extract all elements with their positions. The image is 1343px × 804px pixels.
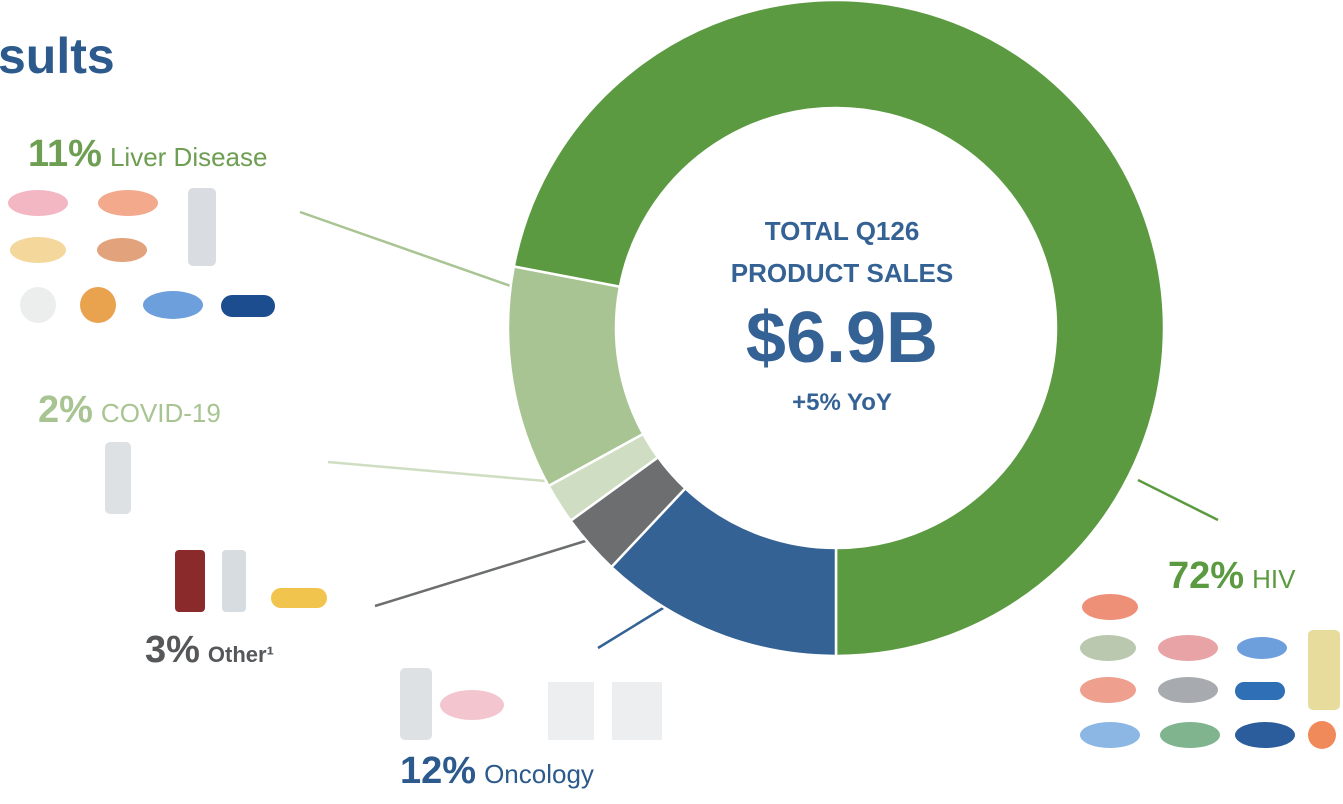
leader-line bbox=[374, 536, 596, 608]
vial bbox=[222, 550, 246, 612]
capsule bbox=[221, 295, 275, 317]
pill bbox=[10, 237, 66, 263]
slice-name: HIV bbox=[1252, 564, 1296, 594]
pouch bbox=[612, 682, 662, 740]
capsule bbox=[271, 588, 327, 608]
vial bbox=[1308, 630, 1340, 710]
pill bbox=[1237, 637, 1287, 659]
vial bbox=[105, 442, 131, 514]
slice-percent: 12% bbox=[400, 750, 476, 792]
pill bbox=[20, 287, 56, 323]
center-value: $6.9B bbox=[746, 298, 938, 378]
slice-name: COVID-19 bbox=[101, 398, 221, 428]
center-text: TOTAL Q126 PRODUCT SALES $6.9B +5% YoY bbox=[731, 216, 953, 416]
leader-line bbox=[299, 210, 523, 292]
pill bbox=[1160, 722, 1220, 748]
leader-line bbox=[327, 460, 558, 484]
slice-name: Other¹ bbox=[208, 642, 274, 667]
leader-line bbox=[1137, 478, 1219, 522]
donut-slice bbox=[609, 486, 838, 658]
pill bbox=[97, 238, 147, 262]
slice-label: 11% Liver Disease bbox=[28, 133, 267, 175]
slice-name: Oncology bbox=[484, 759, 594, 789]
pill bbox=[1158, 635, 1218, 661]
vial bbox=[400, 668, 432, 740]
leader-line bbox=[597, 603, 669, 650]
slice-name: Liver Disease bbox=[110, 142, 268, 172]
pill bbox=[1082, 594, 1138, 620]
pill bbox=[440, 690, 504, 720]
center-line: PRODUCT SALES bbox=[731, 258, 953, 288]
labels: 72% HIV 11% Liver Disease 2% COVID-19 3% Other¹… bbox=[28, 133, 1296, 792]
vial bbox=[188, 188, 216, 266]
leader-lines bbox=[299, 210, 1219, 650]
product-images bbox=[8, 188, 1340, 749]
pill bbox=[80, 287, 116, 323]
pill bbox=[1308, 721, 1336, 749]
slice-label: 12% Oncology bbox=[400, 750, 594, 792]
pill bbox=[1080, 722, 1140, 748]
donut-slice bbox=[512, 0, 1166, 658]
slice-percent: 3% bbox=[145, 629, 200, 671]
pill bbox=[98, 190, 158, 216]
pill bbox=[143, 291, 203, 319]
pill bbox=[1080, 677, 1136, 703]
pill bbox=[8, 190, 68, 216]
donut bbox=[506, 0, 1166, 658]
pill bbox=[1158, 677, 1218, 703]
center-line: TOTAL Q126 bbox=[765, 216, 920, 246]
pill bbox=[1080, 635, 1136, 661]
capsule bbox=[1235, 682, 1285, 700]
pouch bbox=[548, 682, 594, 740]
slice-percent: 72% bbox=[1168, 555, 1244, 597]
slice-label: 3% Other¹ bbox=[145, 629, 274, 671]
slice-label: 2% COVID-19 bbox=[38, 389, 221, 431]
slice-percent: 11% bbox=[28, 133, 102, 175]
center-line: +5% YoY bbox=[792, 389, 892, 416]
pill bbox=[1235, 722, 1295, 748]
slice-label: 72% HIV bbox=[1168, 555, 1296, 597]
slice-percent: 2% bbox=[38, 389, 93, 431]
vial bbox=[175, 550, 205, 612]
chart-title: sults bbox=[0, 28, 115, 84]
